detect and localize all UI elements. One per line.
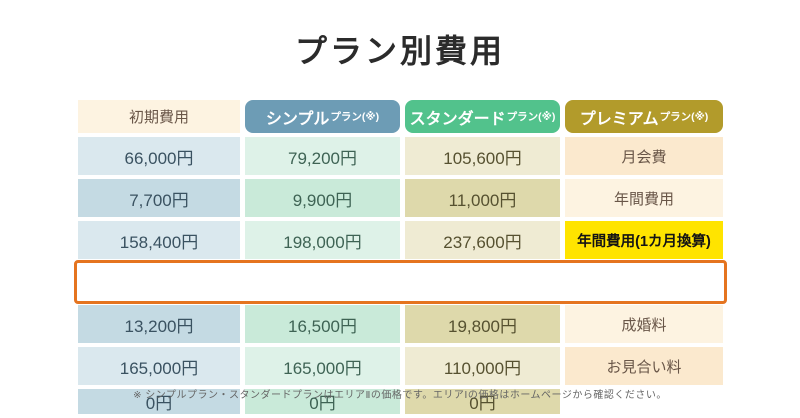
cell-matchmaking-fee-premium: 0円 <box>405 389 560 414</box>
cell-annual-per-month-simple: 13,200円 <box>78 305 240 343</box>
cell-annual-cost-simple: 158,400円 <box>78 221 240 259</box>
row-label-annual-cost-per-month: 年間費用(1カ月換算) <box>565 221 723 259</box>
plan-name: プレミアム <box>579 110 659 128</box>
cell-monthly-fee-simple: 7,700円 <box>78 179 240 217</box>
cell-marriage-fee-premium: 110,000円 <box>405 347 560 385</box>
plan-suffix: プラン(※) <box>506 111 556 123</box>
cell-annual-per-month-standard: 16,500円 <box>245 305 400 343</box>
row-label-initial-cost: 初期費用 <box>78 100 240 133</box>
cell-matchmaking-fee-standard: 0円 <box>245 389 400 414</box>
cell-initial-cost-premium: 105,600円 <box>405 137 560 175</box>
row-label-matchmaking-fee: お見合い料 <box>565 347 723 385</box>
row-label-marriage-fee: 成婚料 <box>565 305 723 343</box>
cell-annual-cost-standard: 198,000円 <box>245 221 400 259</box>
plan-price-table: シンプル プラン(※) スタンダード プラン(※) プレミアム プラン(※) 初期費用… <box>74 100 727 414</box>
column-header-simple-plan: シンプル プラン(※) <box>245 100 400 133</box>
plan-name: シンプル <box>265 110 330 128</box>
row-label-monthly-fee: 月会費 <box>565 137 723 175</box>
plan-suffix: プラン(※) <box>659 111 709 123</box>
cell-marriage-fee-standard: 165,000円 <box>245 347 400 385</box>
cell-annual-per-month-premium: 19,800円 <box>405 305 560 343</box>
row-label-annual-cost: 年間費用 <box>565 179 723 217</box>
cell-annual-cost-premium: 237,600円 <box>405 221 560 259</box>
cell-matchmaking-fee-simple: 0円 <box>78 389 240 414</box>
plan-name: スタンダード <box>409 110 506 128</box>
cell-initial-cost-simple: 66,000円 <box>78 137 240 175</box>
cell-marriage-fee-simple: 165,000円 <box>78 347 240 385</box>
cell-monthly-fee-standard: 9,900円 <box>245 179 400 217</box>
page-title: プラン別費用 <box>294 33 505 69</box>
column-header-standard-plan: スタンダード プラン(※) <box>405 100 560 133</box>
cell-monthly-fee-premium: 11,000円 <box>405 179 560 217</box>
column-header-premium-plan: プレミアム プラン(※) <box>565 100 723 133</box>
highlight-border <box>74 260 727 304</box>
footnote: ※ シンプルプラン・スタンダードプランはエリアⅡの価格です。エリアⅠの価格はホー… <box>133 390 667 401</box>
cell-initial-cost-standard: 79,200円 <box>245 137 400 175</box>
plan-suffix: プラン(※) <box>330 111 380 123</box>
